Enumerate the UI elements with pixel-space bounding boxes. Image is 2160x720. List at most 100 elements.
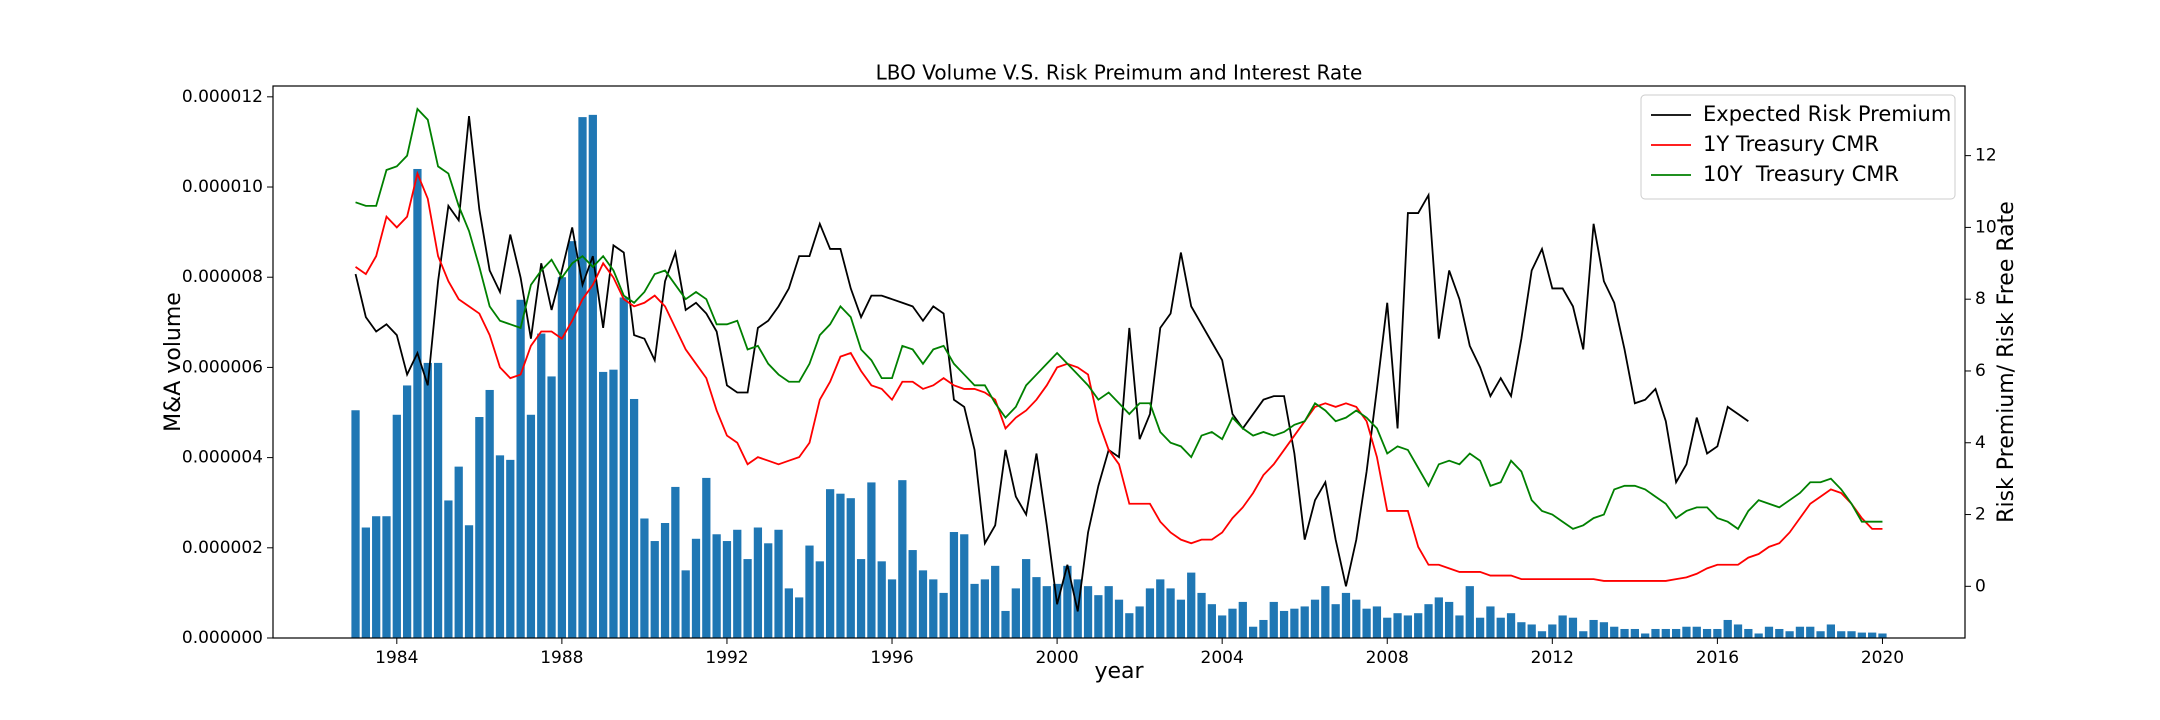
y-tick-label: 0.000012 [182,87,263,107]
bar [1744,628,1753,638]
bar [764,543,773,638]
bar [1052,583,1062,638]
bar [1197,592,1206,638]
bar [547,376,556,638]
bar [516,299,525,638]
bar [1042,586,1051,638]
bar [960,534,969,638]
bar [557,277,567,638]
bar [1114,599,1124,638]
bar [1135,606,1144,638]
bar [1857,632,1866,638]
bar [1145,588,1155,638]
bar [1187,572,1196,638]
bar [1176,599,1186,638]
bar [1207,604,1216,638]
bar [1795,626,1805,638]
bar [1610,626,1619,638]
legend-label: 10Y Treasury CMR [1703,162,1899,186]
x-tick-label: 2012 [1531,648,1574,668]
bar [351,410,360,638]
x-axis-label: year [1094,659,1144,684]
bar [485,389,494,638]
legend-box [1640,94,1956,200]
bar [382,516,391,638]
bar [1321,586,1330,638]
bar [1775,628,1784,638]
y2-tick-label: 6 [1975,361,1986,381]
bar [1661,628,1670,638]
bar [1486,606,1495,638]
bar [1537,631,1547,638]
bar [1764,626,1774,638]
y2-tick-label: 12 [1975,146,1997,166]
bar [1063,565,1072,638]
bar [1300,606,1309,638]
bar [1785,631,1794,638]
bar [1465,586,1474,638]
y-tick-label: 0.000010 [182,177,263,197]
bar [660,523,670,638]
y-tick-label: 0.000000 [182,628,263,648]
x-tick-label: 1996 [870,648,913,668]
y-tick-label: 0.000008 [182,267,263,287]
bar [1001,610,1010,638]
bar [1568,617,1578,638]
bar [836,493,845,638]
bar [423,362,432,638]
bar [1259,619,1268,638]
bar [1496,617,1505,638]
y2-tick-label: 2 [1975,505,1986,525]
bar [671,486,680,638]
y2-axis-label: Risk Premium/ Risk Free Rate [1994,201,2019,523]
bar [825,489,835,638]
bar [795,597,804,638]
bar [1620,628,1629,638]
x-tick-label: 2004 [1201,648,1244,668]
bar [578,117,587,638]
bar [753,527,763,638]
bar [939,592,948,638]
bar [568,241,577,638]
bar [1011,588,1020,638]
bar [629,398,639,638]
bar [1104,586,1113,638]
bar [846,498,855,638]
bar [1713,628,1722,638]
bar [1022,559,1031,638]
bar [1702,628,1712,638]
bar [1671,628,1681,638]
y2-tick-label: 10 [1975,217,1997,237]
bar [1372,606,1382,638]
bar [506,459,515,638]
bar [640,518,649,638]
chart-title: LBO Volume V.S. Risk Preimum and Interes… [876,61,1363,85]
bar [1331,604,1340,638]
y-tick-label: 0.000002 [182,538,263,558]
bar [413,168,422,638]
bar [650,541,659,638]
bar [1682,626,1691,638]
plot-frame [272,85,1966,639]
bar [784,588,793,638]
x-tick-label: 1992 [705,648,748,668]
bar [898,480,907,638]
bar [1424,604,1433,638]
bar [867,482,876,638]
bar [681,570,690,638]
bar [619,297,628,638]
bar [1414,613,1423,638]
bar [1166,588,1175,638]
bar [361,527,370,638]
bar [1362,608,1371,638]
bar [1651,628,1660,638]
bar [1403,615,1413,638]
bar [1868,632,1877,638]
bar [805,545,814,638]
bar [1475,617,1485,638]
bar [712,534,721,638]
bar [588,114,597,639]
y2-tick-label: 4 [1975,433,1986,453]
bar [1599,622,1609,638]
bar [918,570,928,638]
